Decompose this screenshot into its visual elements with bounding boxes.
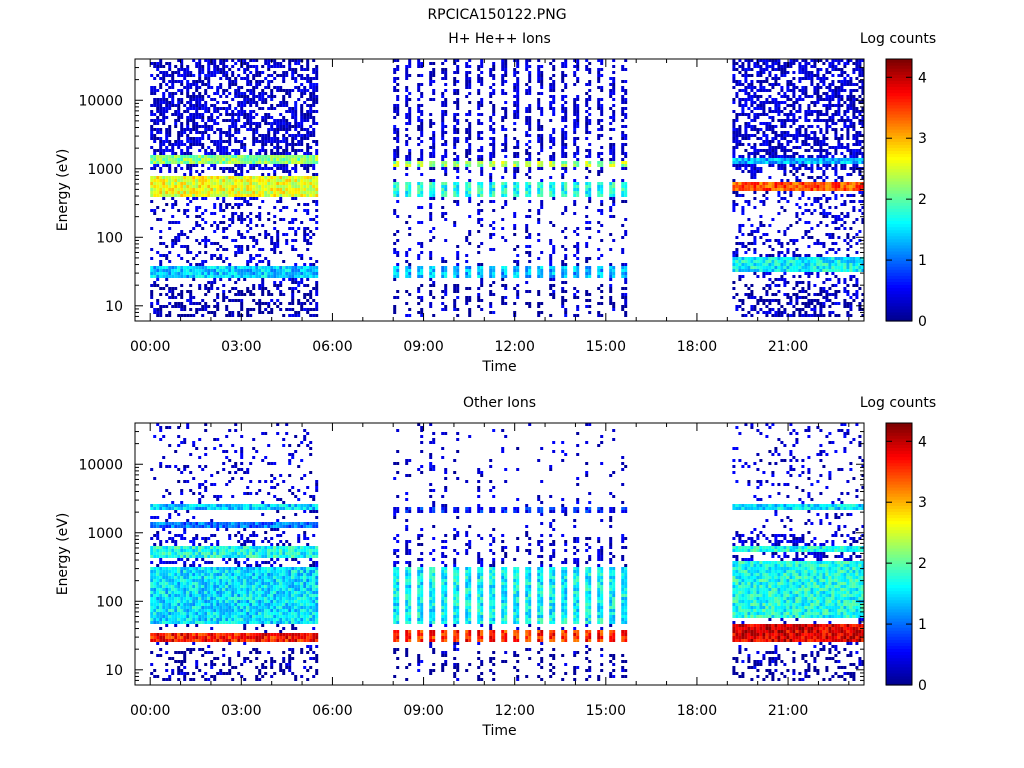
colorbar-tick-label: 1 [918, 253, 927, 269]
x-tick-label: 09:00 [403, 339, 443, 355]
panel-title: H+ He++ Ions [448, 31, 551, 47]
x-tick-label: 15:00 [586, 339, 626, 355]
x-tick-label: 18:00 [677, 339, 717, 355]
y-tick-label: 10 [105, 663, 123, 679]
colorbar-tick-label: 1 [918, 617, 927, 633]
x-tick-label: 21:00 [768, 339, 808, 355]
x-tick-label: 06:00 [312, 703, 352, 719]
colorbar-tick-label: 0 [918, 678, 927, 694]
y-tick-label: 10000 [78, 457, 123, 473]
colorbar-tick-label: 4 [918, 434, 927, 450]
x-tick-label: 12:00 [495, 339, 535, 355]
plot-frame [134, 422, 865, 686]
colorbar: 0 1 2 3 4 Log counts [860, 31, 936, 330]
colorbar-tick-label: 3 [918, 131, 927, 147]
y-tick-label: 100 [96, 230, 123, 246]
y-tick-label: 1000 [87, 162, 123, 178]
colorbar: 0 1 2 3 4 Log counts [860, 395, 936, 694]
panel-2: Other Ions 00:00 03:00 06:00 09:00 12:00 15:00… [55, 395, 936, 739]
y-tick-label: 100 [96, 594, 123, 610]
x-tick-label: 15:00 [586, 703, 626, 719]
colorbar-tick-label: 3 [918, 495, 927, 511]
heatmap [150, 59, 865, 317]
colorbar-tick-label: 2 [918, 556, 927, 572]
x-tick-label: 03:00 [221, 703, 261, 719]
x-tick-label: 06:00 [312, 339, 352, 355]
colorbar-label: Log counts [860, 31, 936, 47]
x-tick-label: 03:00 [221, 339, 261, 355]
panel-title: Other Ions [463, 395, 536, 411]
x-tick-label: 21:00 [768, 703, 808, 719]
x-tick-label: 00:00 [130, 703, 170, 719]
y-tick-label: 10000 [78, 93, 123, 109]
y-tick-label: 1000 [87, 526, 123, 542]
colorbar-tick-label: 0 [918, 314, 927, 330]
x-tick-label: 00:00 [130, 339, 170, 355]
y-tick-label: 10 [105, 299, 123, 315]
x-tick-label: 12:00 [495, 703, 535, 719]
x-axis-label: Time [481, 723, 516, 739]
y-axis-label: Energy (eV) [55, 149, 71, 232]
heatmap [150, 423, 865, 681]
y-axis-label: Energy (eV) [55, 513, 71, 596]
x-tick-label: 18:00 [677, 703, 717, 719]
colorbar-tick-label: 4 [918, 70, 927, 86]
colorbar-tick-label: 2 [918, 192, 927, 208]
x-tick-label: 09:00 [403, 703, 443, 719]
colorbar-label: Log counts [860, 395, 936, 411]
x-axis-label: Time [481, 359, 516, 375]
plot-frame [134, 58, 865, 322]
panel-1: H+ He++ Ions 00:00 03:00 06:00 09:00 12:00 15:… [55, 31, 936, 375]
figure-title: RPCICA150122.PNG [427, 7, 566, 23]
